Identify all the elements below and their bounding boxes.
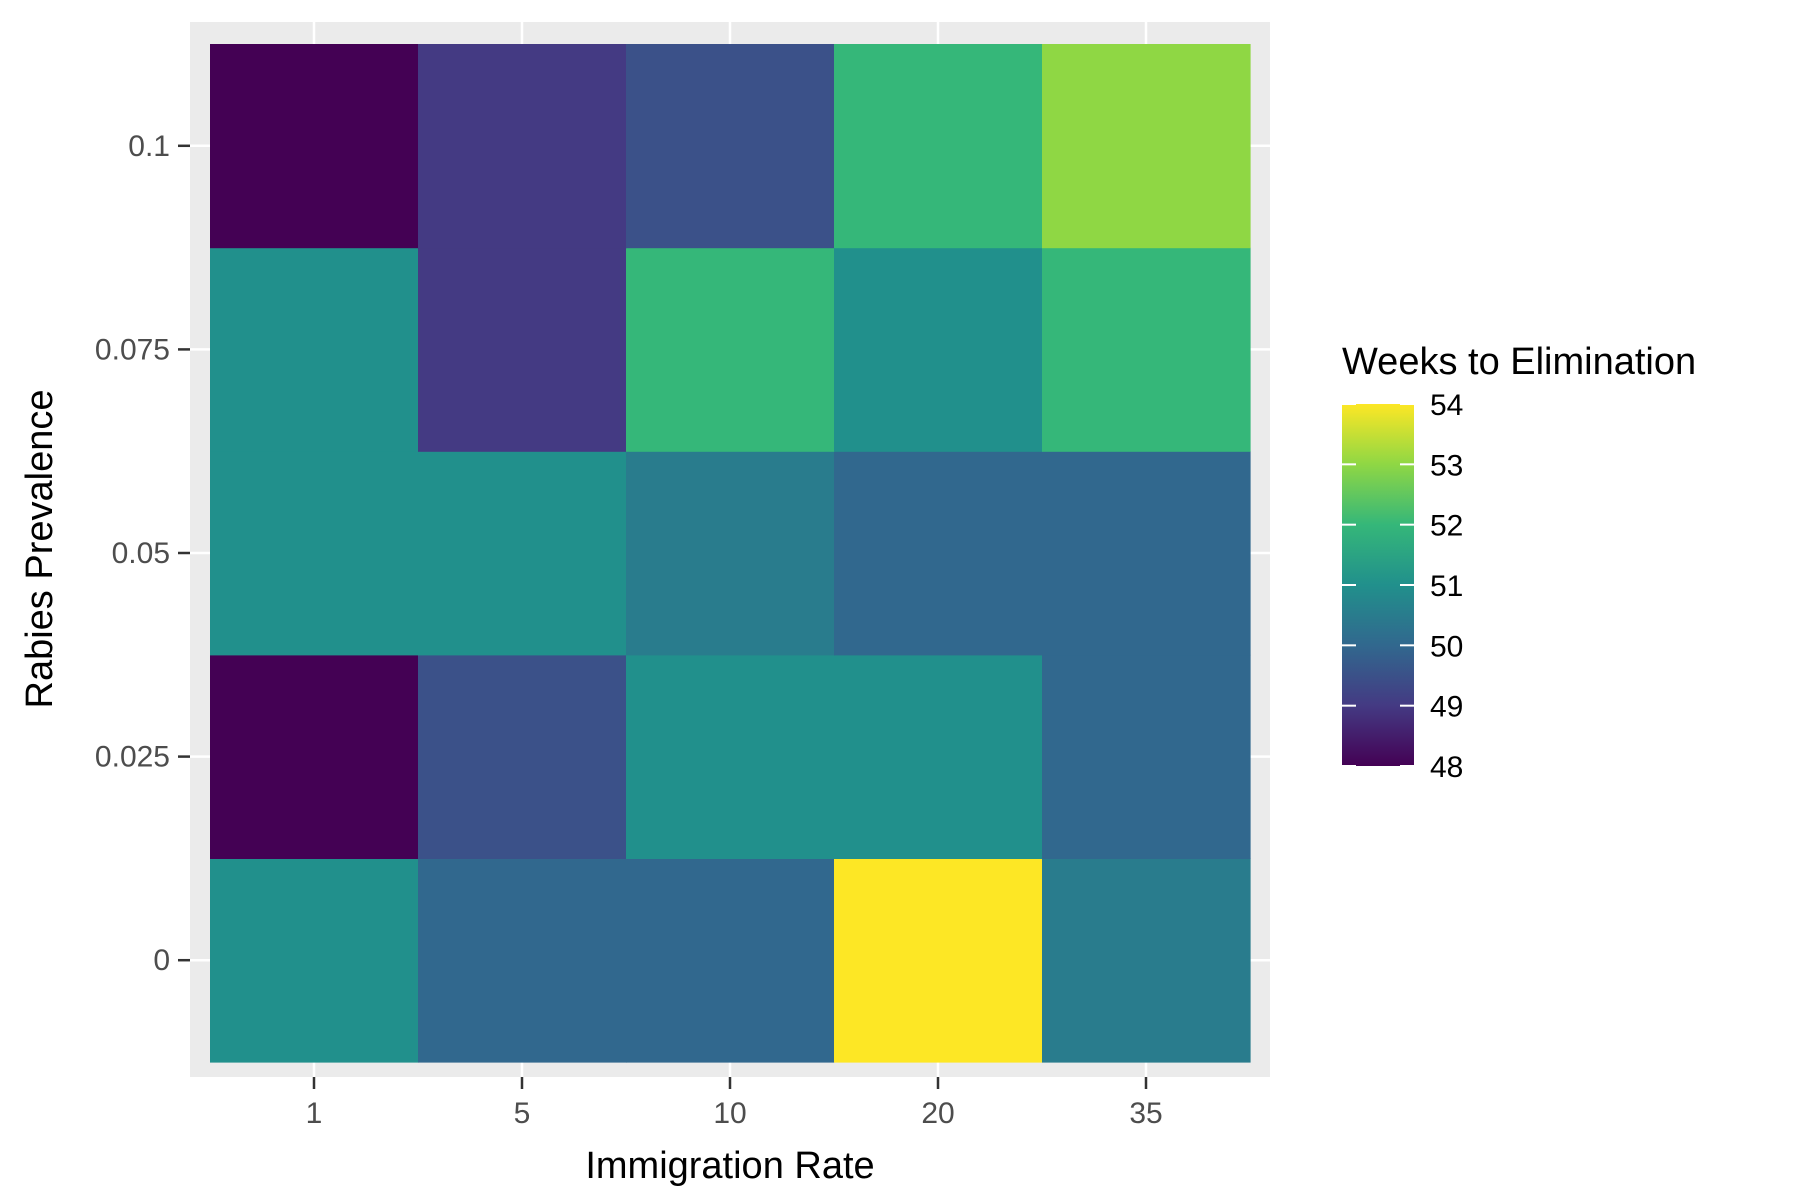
legend: Weeks to Elimination 54 53 52 51 50 49 48 — [1342, 341, 1696, 784]
x-axis-title: Immigration Rate — [585, 1145, 874, 1187]
x-tick-label: 35 — [1129, 1097, 1162, 1130]
y-tick-label: 0.025 — [95, 741, 170, 774]
heatmap-cell-35-0.05 — [1042, 451, 1251, 656]
heatmap-cell-20-0.075 — [834, 247, 1043, 452]
heatmap-cell-5-0.075 — [418, 247, 627, 452]
heatmap-cell-5-0 — [418, 858, 627, 1063]
legend-title: Weeks to Elimination — [1342, 341, 1696, 383]
legend-label: 53 — [1430, 449, 1463, 482]
heatmap-cell-10-0.05 — [626, 451, 835, 656]
heatmap-cell-1-0.1 — [210, 44, 419, 249]
heatmap-cell-1-0.075 — [210, 247, 419, 452]
heatmap-cell-20-0.1 — [834, 44, 1043, 249]
heatmap-cell-10-0 — [626, 858, 835, 1063]
x-axis: 1 5 10 20 35 — [306, 1077, 1163, 1130]
x-tick-label: 20 — [921, 1097, 954, 1130]
heatmap-cell-35-0.075 — [1042, 247, 1251, 452]
heatmap-cell-35-0.025 — [1042, 654, 1251, 859]
heatmap-cell-1-0.025 — [210, 654, 419, 859]
heatmap-cell-10-0.1 — [626, 44, 835, 249]
heatmap-cell-10-0.075 — [626, 247, 835, 452]
heatmap-cell-1-0.05 — [210, 451, 419, 656]
heatmap-cell-5-0.05 — [418, 451, 627, 656]
heatmap-cell-10-0.025 — [626, 654, 835, 859]
legend-label: 50 — [1430, 630, 1463, 663]
heatmap-cell-20-0 — [834, 858, 1043, 1063]
y-tick-label: 0 — [153, 944, 170, 977]
y-tick-label: 0.05 — [112, 537, 170, 570]
y-axis: 0 0.025 0.05 0.075 0.1 — [95, 130, 190, 977]
heatmap-cell-20-0.05 — [834, 451, 1043, 656]
x-tick-label: 1 — [306, 1097, 323, 1130]
heatmap-cell-1-0 — [210, 858, 419, 1063]
legend-label: 48 — [1430, 751, 1463, 784]
legend-label: 54 — [1430, 389, 1463, 422]
legend-label: 52 — [1430, 510, 1463, 543]
y-tick-label: 0.1 — [128, 130, 170, 163]
heatmap-cell-5-0.025 — [418, 654, 627, 859]
heatmap-cell-5-0.1 — [418, 44, 627, 249]
x-tick-label: 10 — [713, 1097, 746, 1130]
legend-label: 51 — [1430, 570, 1463, 603]
y-axis-title: Rabies Prevalence — [19, 390, 61, 709]
heatmap-cell-35-0.1 — [1042, 44, 1251, 249]
y-tick-label: 0.075 — [95, 333, 170, 366]
heatmap-cells — [210, 44, 1251, 1063]
legend-label: 49 — [1430, 691, 1463, 724]
x-tick-label: 5 — [514, 1097, 531, 1130]
heatmap-cell-20-0.025 — [834, 654, 1043, 859]
heatmap-cell-35-0 — [1042, 858, 1251, 1063]
